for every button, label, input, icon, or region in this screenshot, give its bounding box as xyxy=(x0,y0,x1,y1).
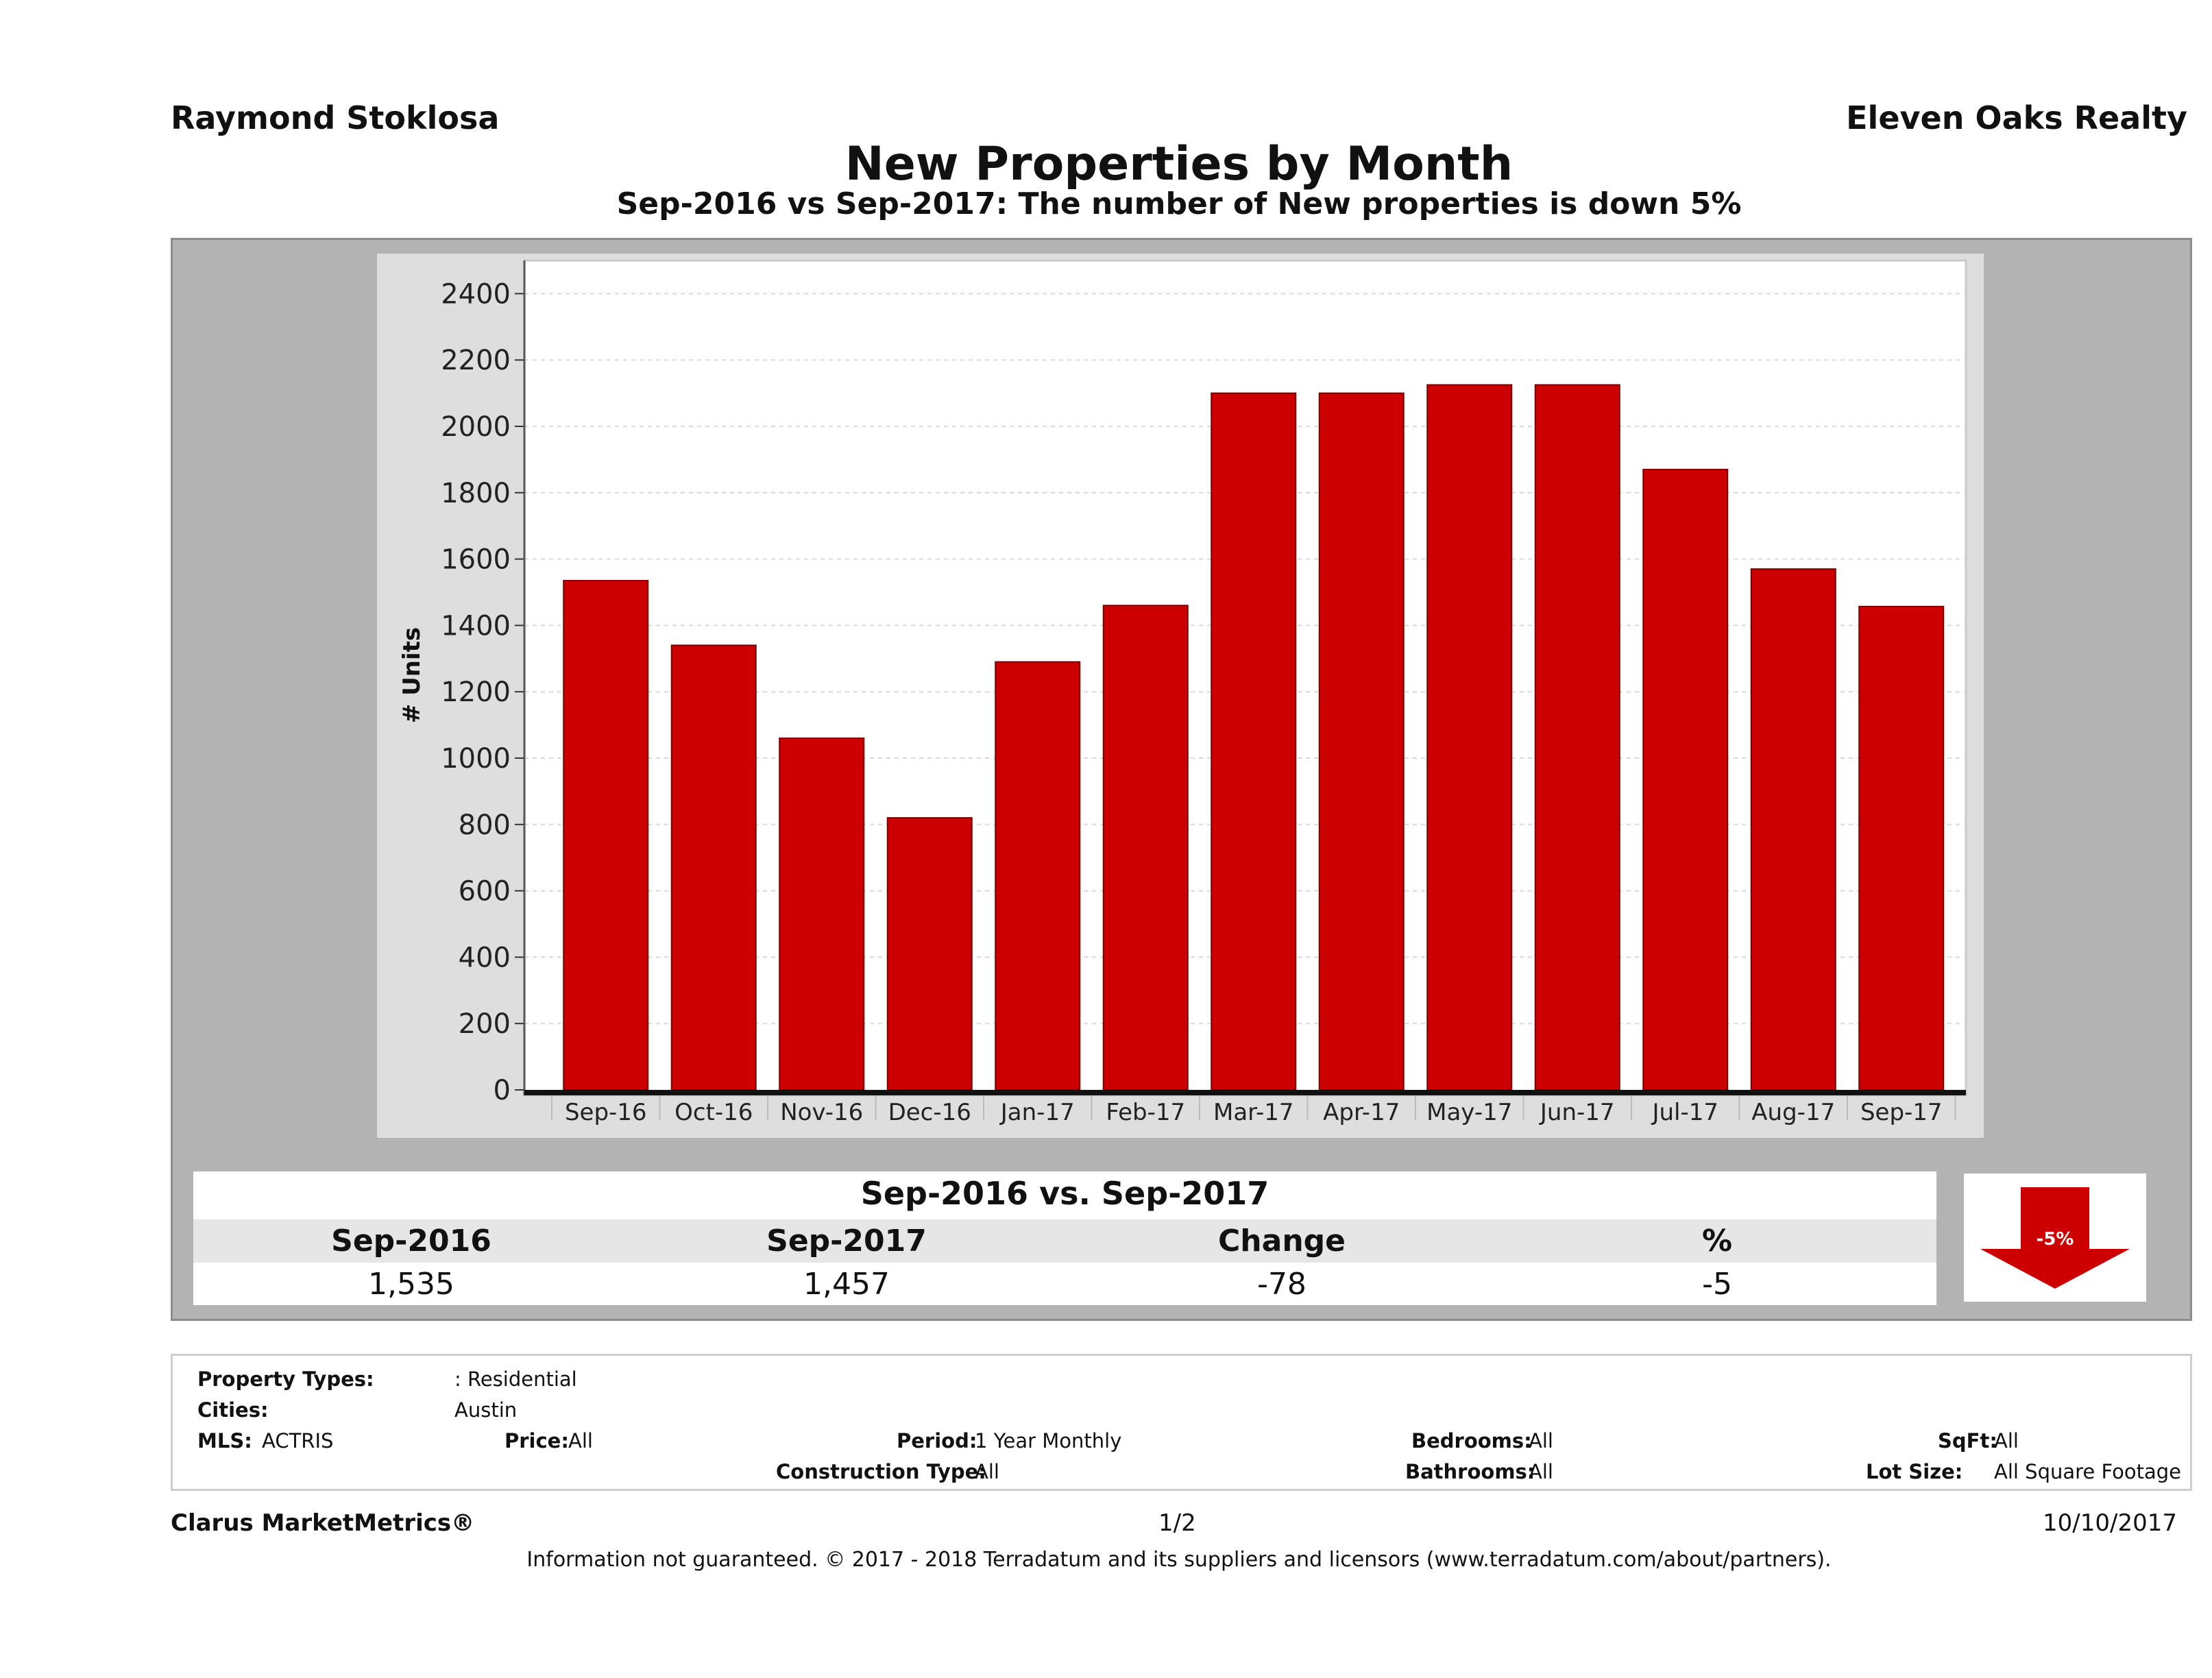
bar-jan-17 xyxy=(995,661,1081,1091)
summary-header-change: Change xyxy=(1218,1224,1346,1258)
property-types-value: : Residential xyxy=(454,1367,577,1391)
bar-sep-16 xyxy=(563,580,649,1091)
property-types-label: Property Types: xyxy=(197,1367,374,1391)
bar-feb-17 xyxy=(1102,605,1189,1091)
chart-subtitle: Sep-2016 vs Sep-2017: The number of New … xyxy=(616,186,1742,221)
footer-brand: Clarus MarketMetrics® xyxy=(171,1509,475,1537)
y-tick-label: 2400 xyxy=(441,278,511,310)
x-tick-label: Nov-16 xyxy=(780,1099,863,1126)
x-tick-label: Jan-17 xyxy=(999,1099,1075,1126)
mls-value: ACTRIS xyxy=(262,1429,334,1452)
period-value: 1 Year Monthly xyxy=(975,1429,1122,1452)
y-tick-label: 2200 xyxy=(441,345,511,376)
x-tick-label: Dec-16 xyxy=(888,1099,971,1126)
y-axis-label: # Units xyxy=(398,627,426,723)
price-value: All xyxy=(568,1429,593,1452)
price-label: Price: xyxy=(505,1429,569,1452)
sqft-value: All xyxy=(1994,1429,2019,1452)
y-tick-label: 400 xyxy=(459,942,511,973)
y-tick-label: 800 xyxy=(459,810,511,841)
summary-header-row xyxy=(193,1219,1936,1263)
down-arrow-icon: -5% xyxy=(1980,1187,2130,1289)
summary-value-change: -78 xyxy=(1257,1267,1306,1302)
x-tick-label: Mar-17 xyxy=(1213,1099,1294,1126)
bar-mar-17 xyxy=(1211,392,1297,1091)
summary-value-sep2017: 1,457 xyxy=(803,1267,890,1302)
construction-type-value: All xyxy=(975,1460,999,1483)
x-tick-label: Sep-17 xyxy=(1860,1099,1943,1126)
bar-jul-17 xyxy=(1642,468,1729,1091)
y-tick-label: 1000 xyxy=(441,743,511,775)
change-badge-label: -5% xyxy=(2037,1229,2074,1250)
x-tick-label: Jun-17 xyxy=(1539,1099,1615,1126)
lot-size-label: Lot Size: xyxy=(1866,1460,1963,1483)
bar-chart: 0 200 400 600 800 1000 1200 1400 1600 1800 2000 220… xyxy=(398,259,1967,1126)
summary-header-sep2017: Sep-2017 xyxy=(766,1224,927,1258)
sqft-label: SqFt: xyxy=(1938,1429,1997,1452)
bathrooms-label: Bathrooms: xyxy=(1405,1460,1535,1483)
lot-size-value: All Square Footage xyxy=(1994,1460,2182,1483)
cities-value: Austin xyxy=(454,1398,518,1422)
bedrooms-label: Bedrooms: xyxy=(1411,1429,1532,1452)
chart-title: New Properties by Month xyxy=(844,137,1514,191)
footer-date: 10/10/2017 xyxy=(2043,1509,2177,1537)
cities-label: Cities: xyxy=(197,1398,269,1422)
brokerage-name: Eleven Oaks Realty xyxy=(1846,99,2187,136)
change-badge: -5% xyxy=(1964,1174,2146,1302)
bar-sep-17 xyxy=(1858,605,1945,1091)
y-tick-label: 1200 xyxy=(441,677,511,708)
bar-aug-17 xyxy=(1750,568,1836,1091)
summary-value-percent: -5 xyxy=(1702,1267,1732,1302)
period-label: Period: xyxy=(897,1429,977,1452)
y-tick-label: 2000 xyxy=(441,411,511,443)
construction-type-label: Construction Type: xyxy=(776,1460,986,1483)
filters-panel: Property Types: : Residential Cities: Au… xyxy=(171,1354,2192,1491)
bar-oct-16 xyxy=(670,644,757,1091)
y-tick-label: 1400 xyxy=(441,610,511,642)
summary-title-row xyxy=(193,1171,1936,1219)
bathrooms-value: All xyxy=(1529,1460,1553,1483)
summary-header-sep2016: Sep-2016 xyxy=(331,1224,491,1258)
y-tick-label: 1800 xyxy=(441,478,511,509)
summary-header-percent: % xyxy=(1701,1224,1733,1258)
y-tick-label: 600 xyxy=(459,876,511,908)
x-tick-label: Aug-17 xyxy=(1751,1099,1835,1126)
bar-jun-17 xyxy=(1534,384,1620,1091)
bedrooms-value: All xyxy=(1529,1429,1553,1452)
x-tick-label: Apr-17 xyxy=(1323,1099,1400,1126)
bar-nov-16 xyxy=(779,737,865,1091)
mls-label: MLS: xyxy=(197,1429,252,1452)
y-tick-label: 1600 xyxy=(441,544,511,576)
bar-apr-17 xyxy=(1318,392,1405,1091)
summary-value-sep2016: 1,535 xyxy=(368,1267,454,1302)
footer-disclaimer: Information not guaranteed. © 2017 - 201… xyxy=(526,1548,1832,1572)
bar-may-17 xyxy=(1426,384,1513,1091)
x-tick-label: May-17 xyxy=(1426,1099,1512,1126)
y-tick-label: 0 xyxy=(494,1075,511,1106)
summary-title: Sep-2016 vs. Sep-2017 xyxy=(860,1175,1269,1212)
x-tick-label: Jul-17 xyxy=(1651,1099,1718,1126)
footer-page-number: 1/2 xyxy=(1158,1509,1196,1537)
x-tick-label: Oct-16 xyxy=(674,1099,753,1126)
x-tick-label: Sep-16 xyxy=(565,1099,647,1126)
x-tick-label: Feb-17 xyxy=(1106,1099,1185,1126)
y-tick-label: 200 xyxy=(459,1008,511,1040)
agent-name: Raymond Stoklosa xyxy=(171,99,500,136)
bar-dec-16 xyxy=(886,817,973,1091)
